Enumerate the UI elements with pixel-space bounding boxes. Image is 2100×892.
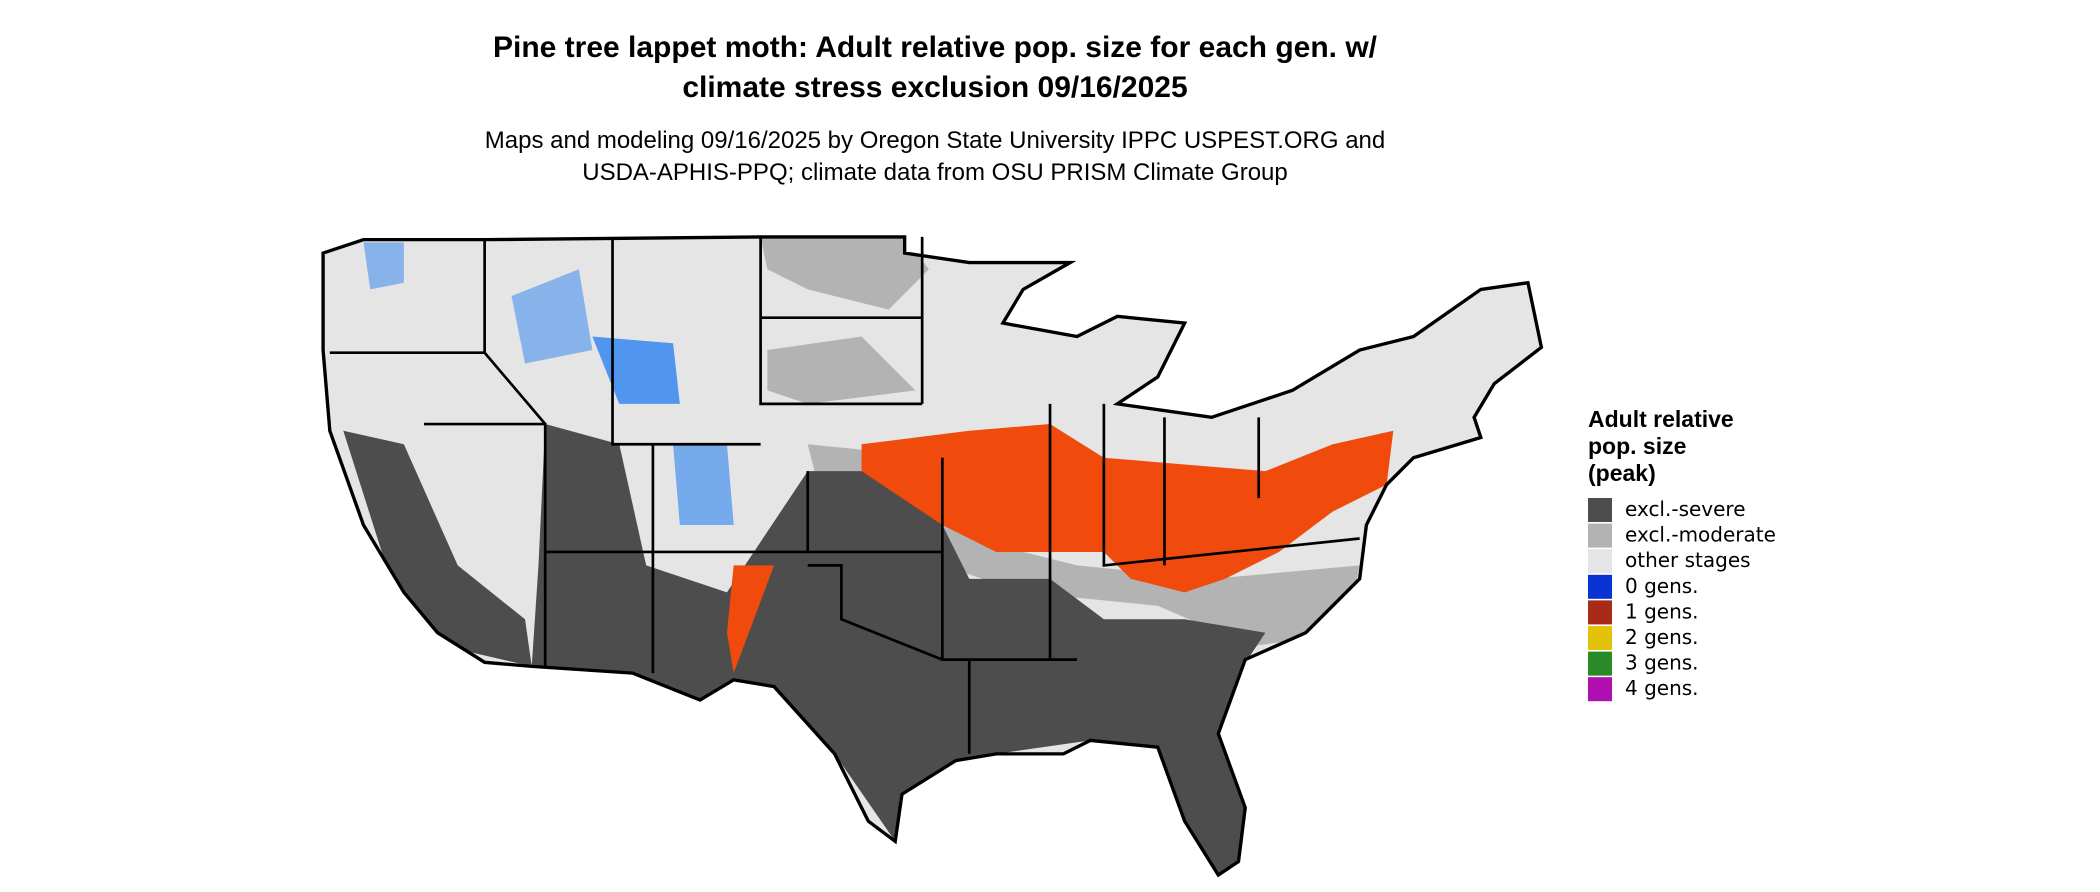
legend-swatch	[1588, 523, 1612, 548]
legend-title: pop. size	[1588, 433, 1686, 459]
legend-label: excl.-moderate	[1625, 523, 1776, 547]
subtitle-line: USDA-APHIS-PPQ; climate data from OSU PR…	[582, 159, 1288, 186]
legend-title: (peak)	[1588, 460, 1656, 486]
legend-label: 1 gens.	[1625, 599, 1699, 623]
legend-label: excl.-severe	[1625, 497, 1746, 521]
legend-label: other stages	[1625, 548, 1751, 572]
title-line: Pine tree lappet moth: Adult relative po…	[493, 31, 1378, 64]
legend-title: Adult relative	[1588, 406, 1734, 432]
subtitle-line: Maps and modeling 09/16/2025 by Oregon S…	[485, 127, 1385, 154]
legend-label: 3 gens.	[1625, 651, 1699, 675]
legend-swatch	[1588, 549, 1612, 574]
title-line: climate stress exclusion 09/16/2025	[682, 71, 1187, 104]
state-borders	[321, 235, 1544, 877]
legend-swatch	[1588, 498, 1612, 522]
legend-swatch	[1588, 651, 1612, 676]
legend-label: 2 gens.	[1625, 625, 1699, 649]
legend-swatch	[1588, 626, 1612, 650]
us-map	[321, 235, 1544, 877]
legend-label: 4 gens.	[1625, 676, 1699, 700]
legend: Adult relative pop. size (peak) excl.-se…	[1588, 406, 1776, 702]
legend-swatch	[1588, 677, 1612, 702]
legend-swatch	[1588, 600, 1612, 625]
legend-swatch	[1588, 574, 1612, 599]
legend-label: 0 gens.	[1625, 574, 1699, 598]
